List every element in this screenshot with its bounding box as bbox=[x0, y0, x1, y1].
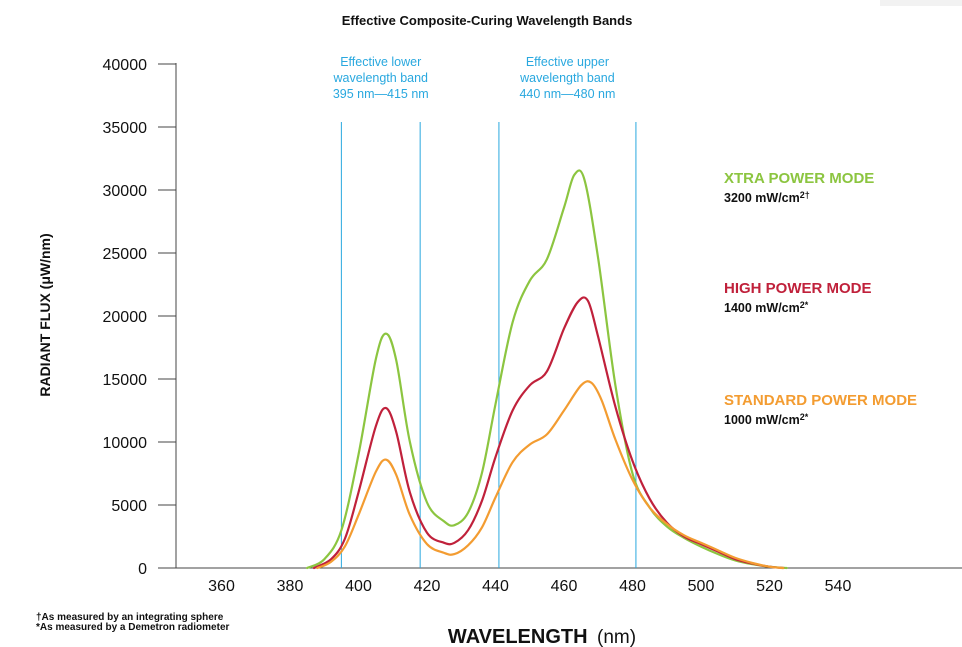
legend-power-value: 3200 mW/cm bbox=[724, 191, 800, 205]
y-axis-ticks: 0 5000 10000 15000 20000 25000 30000 35000 40000 bbox=[103, 57, 176, 578]
band-annotation-line: Effective lower bbox=[340, 55, 421, 69]
band-annotation: Effective upper wavelength band 440 nm—480… bbox=[519, 55, 615, 101]
x-axis-label-bold: WAVELENGTH bbox=[448, 626, 588, 647]
y-tick-label: 15000 bbox=[103, 372, 148, 389]
x-tick-label: 540 bbox=[825, 578, 852, 595]
series-lines bbox=[306, 169, 788, 570]
y-axis-label: RADIANT FLUX (μW/nm) bbox=[37, 233, 53, 396]
legend: XTRA POWER MODE 3200 mW/cm2† HIGH POWER MO… bbox=[724, 170, 917, 427]
legend-power-value: 1400 mW/cm bbox=[724, 301, 800, 315]
legend-power-superscript: 2† bbox=[800, 190, 810, 200]
y-tick-label: 10000 bbox=[103, 435, 148, 452]
x-axis-label-unit: (nm) bbox=[597, 627, 636, 647]
band-annotation-line: wavelength band bbox=[519, 71, 615, 85]
y-tick-label: 5000 bbox=[111, 498, 147, 515]
corner-patch bbox=[880, 0, 962, 6]
x-tick-label: 360 bbox=[208, 578, 235, 595]
y-tick-label: 0 bbox=[138, 561, 147, 578]
x-axis-ticks: 360 380 400 420 440 460 480 500 520 540 bbox=[208, 578, 851, 595]
band-annotation-line: Effective upper bbox=[526, 55, 609, 69]
series-line-standard bbox=[316, 380, 785, 570]
x-tick-label: 480 bbox=[619, 578, 646, 595]
band-labels: Effective lower wavelength band 395 nm—415… bbox=[332, 55, 615, 101]
y-tick-label: 20000 bbox=[103, 309, 148, 326]
y-tick-label: 30000 bbox=[103, 183, 148, 200]
x-tick-label: 400 bbox=[345, 578, 372, 595]
band-lines bbox=[340, 122, 637, 568]
legend-name-standard: STANDARD POWER MODE bbox=[724, 392, 917, 409]
chart-title: Effective Composite-Curing Wavelength Ba… bbox=[342, 13, 633, 28]
band-annotation: Effective lower wavelength band 395 nm—415… bbox=[332, 55, 428, 101]
legend-name-high: HIGH POWER MODE bbox=[724, 280, 872, 297]
y-tick-label: 35000 bbox=[103, 120, 148, 137]
series-line-high bbox=[312, 296, 785, 570]
y-tick-label: 40000 bbox=[103, 57, 148, 74]
x-tick-label: 380 bbox=[277, 578, 304, 595]
legend-power-xtra: 3200 mW/cm2† bbox=[724, 190, 810, 205]
band-annotation-line: 440 nm—480 nm bbox=[519, 87, 615, 101]
legend-power-standard: 1000 mW/cm2* bbox=[724, 412, 809, 427]
band-annotation-line: wavelength band bbox=[332, 71, 428, 85]
footnote-integrating-sphere: †As measured by an integrating sphere bbox=[36, 612, 224, 623]
x-tick-label: 500 bbox=[688, 578, 715, 595]
band-annotation-line: 395 nm—415 nm bbox=[333, 87, 429, 101]
legend-power-superscript: 2* bbox=[800, 412, 809, 422]
legend-power-high: 1400 mW/cm2* bbox=[724, 300, 809, 315]
x-tick-label: 520 bbox=[756, 578, 783, 595]
x-tick-label: 460 bbox=[551, 578, 578, 595]
y-tick-label: 25000 bbox=[103, 246, 148, 263]
legend-power-value: 1000 mW/cm bbox=[724, 413, 800, 427]
x-tick-label: 420 bbox=[414, 578, 441, 595]
x-tick-label: 440 bbox=[482, 578, 509, 595]
x-axis-label: WAVELENGTH (nm) bbox=[448, 626, 636, 647]
legend-name-xtra: XTRA POWER MODE bbox=[724, 170, 874, 187]
legend-power-superscript: 2* bbox=[800, 300, 809, 310]
footnote-demetron: *As measured by a Demetron radiometer bbox=[36, 622, 230, 633]
series-line-xtra bbox=[306, 169, 788, 570]
